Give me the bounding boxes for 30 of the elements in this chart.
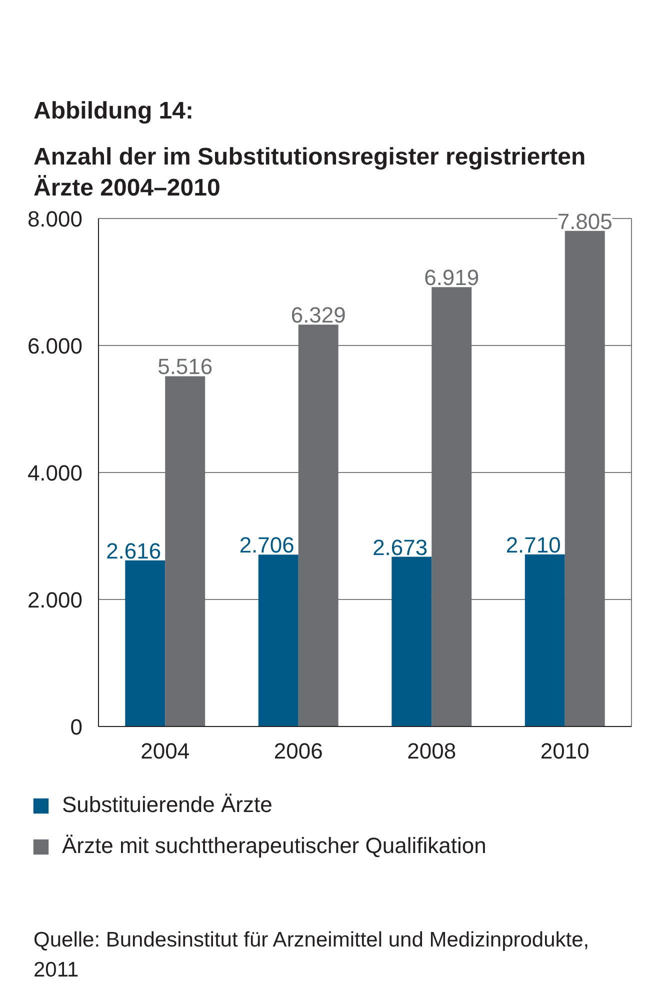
bar (165, 376, 206, 726)
bar (564, 230, 605, 726)
y-tick-label: 8.000 (27, 206, 83, 232)
data-label: 5.516 (158, 354, 213, 380)
chart-title: Abbildung 14: (34, 98, 194, 124)
y-tick-label: 4.000 (27, 460, 83, 486)
data-label: 6.919 (424, 265, 480, 290)
x-tick-label: 2004 (140, 738, 190, 764)
bar (298, 324, 338, 726)
data-label: 2.706 (239, 532, 294, 558)
chart-subtitle: Anzahl der im Substitutionsregister registrierten Ärzte 2004–2010 (34, 143, 586, 202)
y-tick-label: 0 (70, 714, 83, 740)
bar (432, 287, 472, 726)
bar (125, 560, 166, 726)
data-label: 2.710 (506, 532, 561, 558)
bar (258, 554, 298, 726)
x-tick-label: 2010 (540, 738, 590, 764)
legend-label: Substituierende Ärzte (62, 792, 272, 818)
data-label: 7.805 (557, 208, 612, 234)
data-label: 2.616 (106, 538, 162, 564)
data-label: 2.673 (372, 534, 428, 560)
legend-label: Ärzte mit suchttherapeutischer Qualifikation (62, 833, 486, 859)
data-label: 6.329 (290, 302, 346, 328)
x-tick-label: 2006 (274, 738, 323, 764)
x-tick-label: 2008 (407, 738, 456, 764)
y-tick-label: 6.000 (27, 334, 83, 358)
bar (392, 556, 432, 726)
y-tick-label: 2.000 (27, 588, 83, 612)
source-note: Quelle: Bundesinstitut für Arzneimittel und Medizinprodukte, 2011 (34, 928, 590, 982)
bar (524, 554, 565, 726)
